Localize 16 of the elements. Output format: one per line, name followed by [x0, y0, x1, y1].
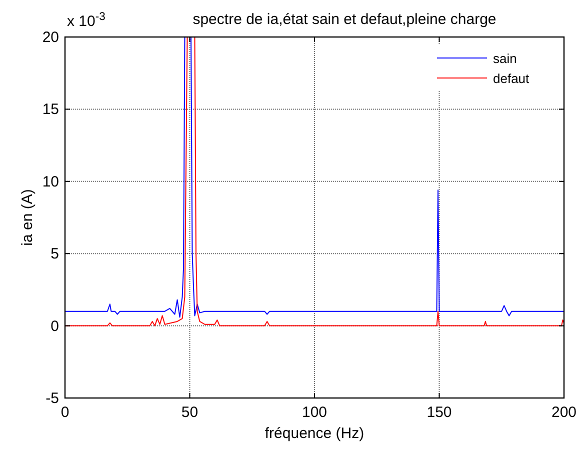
text: x 10$^{-3}$ — [67, 11, 106, 30]
y-tick-label: 10 — [42, 173, 59, 190]
y-tick-label: 15 — [42, 101, 59, 118]
y-tick-label: 5 — [50, 246, 59, 263]
x-tick-label: 200 — [551, 404, 577, 421]
x-tick-label: 150 — [426, 404, 452, 421]
x-axis-title: fréquence (Hz) — [264, 425, 364, 442]
legend-label: sain — [493, 51, 517, 66]
y-tick-label: -5 — [46, 390, 59, 407]
y-axis-title: ia en (A) — [19, 189, 36, 246]
y-tick-label: 0 — [50, 318, 59, 335]
y-tick-label: 20 — [42, 29, 59, 46]
chart-title: spectre de ia,état sain et defaut,pleine charge — [192, 11, 496, 28]
legend-label: defaut — [493, 71, 530, 86]
x-tick-label: 50 — [181, 404, 198, 421]
x-tick-label: 100 — [302, 404, 328, 421]
